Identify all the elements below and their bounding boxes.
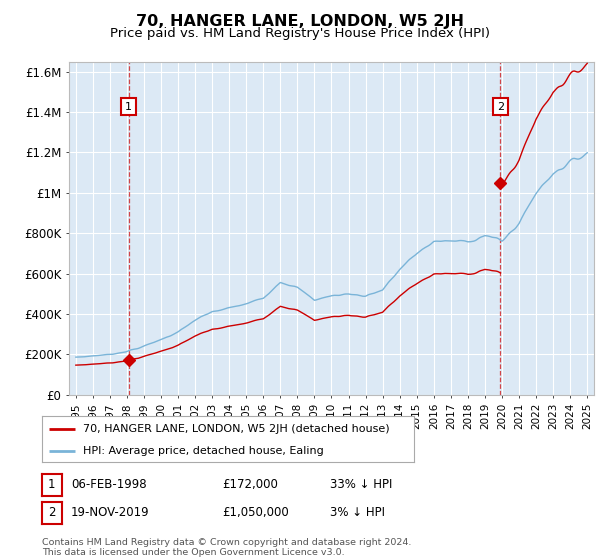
- Text: 1: 1: [125, 101, 132, 111]
- Text: Price paid vs. HM Land Registry's House Price Index (HPI): Price paid vs. HM Land Registry's House …: [110, 27, 490, 40]
- Text: HPI: Average price, detached house, Ealing: HPI: Average price, detached house, Eali…: [83, 446, 323, 455]
- Text: 06-FEB-1998: 06-FEB-1998: [71, 478, 146, 492]
- Text: £172,000: £172,000: [222, 478, 278, 492]
- Text: 19-NOV-2019: 19-NOV-2019: [71, 506, 149, 520]
- Text: 1: 1: [48, 478, 56, 492]
- Text: 70, HANGER LANE, LONDON, W5 2JH: 70, HANGER LANE, LONDON, W5 2JH: [136, 14, 464, 29]
- Text: 70, HANGER LANE, LONDON, W5 2JH (detached house): 70, HANGER LANE, LONDON, W5 2JH (detache…: [83, 424, 389, 434]
- Text: Contains HM Land Registry data © Crown copyright and database right 2024.
This d: Contains HM Land Registry data © Crown c…: [42, 538, 412, 557]
- Text: 2: 2: [48, 506, 56, 520]
- Text: 33% ↓ HPI: 33% ↓ HPI: [330, 478, 392, 492]
- Text: 3% ↓ HPI: 3% ↓ HPI: [330, 506, 385, 520]
- Text: £1,050,000: £1,050,000: [222, 506, 289, 520]
- Text: 2: 2: [497, 101, 504, 111]
